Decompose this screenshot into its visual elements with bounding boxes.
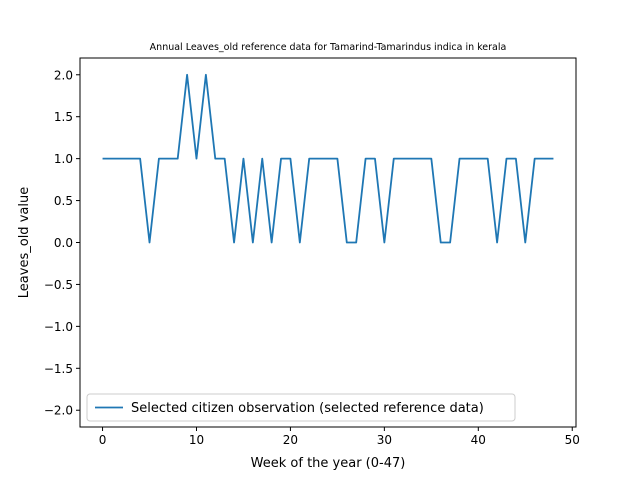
chart-title: Annual Leaves_old reference data for Tam… [150, 42, 507, 53]
y-tick-label: 1.5 [54, 110, 73, 124]
x-tick-label: 30 [377, 433, 392, 447]
legend-label: Selected citizen observation (selected r… [131, 401, 484, 416]
x-tick-label: 20 [283, 433, 298, 447]
y-tick-label: −0.5 [44, 278, 73, 292]
x-tick-label: 50 [565, 433, 580, 447]
x-axis-ticks: 0 10 20 30 40 50 [99, 427, 580, 447]
legend: Selected citizen observation (selected r… [86, 393, 516, 422]
series-layer [102, 73, 554, 244]
y-axis-label: Leaves_old value [17, 187, 32, 298]
y-tick-label: −1.0 [44, 320, 73, 334]
y-tick-label: 0.5 [54, 194, 73, 208]
plot-area-frame [79, 57, 577, 428]
y-tick-label: 2.0 [54, 68, 73, 82]
x-tick-label: 40 [471, 433, 486, 447]
y-tick-label: −2.0 [44, 404, 73, 418]
y-tick-label: 0.0 [54, 236, 73, 250]
x-axis-label: Week of the year (0-47) [251, 456, 406, 471]
series-line-0 [102, 73, 554, 244]
y-axis-ticks: −2.0 −1.5 −1.0 −0.5 0.0 0.5 1.0 1.5 2.0 [44, 68, 80, 418]
x-tick-label: 0 [99, 433, 107, 447]
legend-frame [86, 393, 516, 422]
x-tick-label: 10 [189, 433, 204, 447]
y-tick-label: 1.0 [54, 152, 73, 166]
y-tick-label: −1.5 [44, 362, 73, 376]
